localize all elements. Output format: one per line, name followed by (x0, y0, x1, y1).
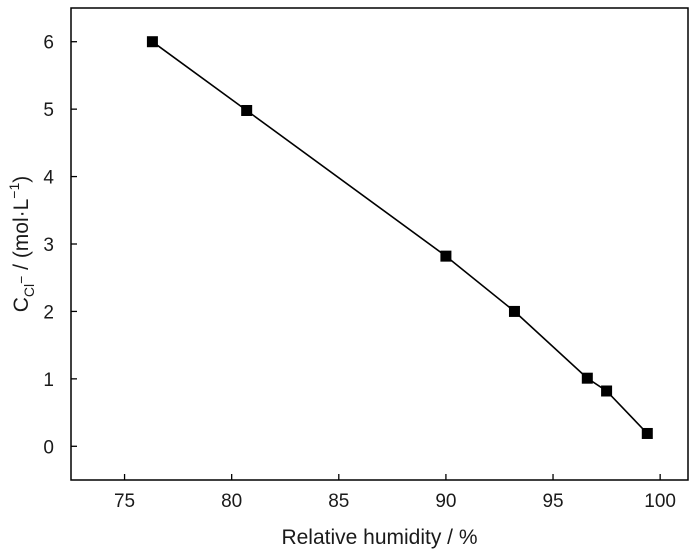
data-point (641, 427, 653, 439)
data-point (581, 372, 593, 384)
y-axis-title-sub-superscript: − (13, 276, 29, 284)
y-tick-label: 2 (43, 302, 54, 323)
x-axis-title: Relative humidity / % (281, 526, 477, 549)
y-tick-label: 0 (43, 437, 54, 458)
series-lines (151, 41, 648, 435)
y-axis: 0 1 2 3 4 5 6 (43, 33, 77, 458)
x-tick-label: 85 (328, 491, 349, 512)
data-point (508, 305, 520, 317)
x-tick-label: 95 (542, 491, 563, 512)
x-tick-label: 100 (644, 491, 676, 512)
y-tick-label: 5 (43, 100, 54, 121)
x-tick-label: 80 (221, 491, 242, 512)
series-line (151, 41, 648, 435)
x-tick-label: 75 (114, 491, 135, 512)
x-axis: 75 80 85 90 95 100 (114, 474, 676, 512)
data-point (241, 104, 253, 116)
y-axis-title-rest: / (mol·L (10, 199, 33, 276)
data-point (601, 385, 613, 397)
y-axis-title: CCl− / (mol·L−1) (6, 176, 37, 313)
series-markers (146, 36, 653, 439)
y-tick-label: 1 (43, 370, 54, 391)
y-tick-label: 6 (43, 33, 54, 54)
data-point (440, 250, 452, 262)
plot-frame (70, 7, 689, 481)
data-point (146, 36, 158, 48)
y-tick-label: 3 (43, 235, 54, 256)
y-axis-title-subscript: Cl (21, 284, 37, 297)
y-axis-title-superscript: −1 (6, 183, 22, 199)
y-axis-title-close: ) (10, 176, 33, 183)
x-tick-label: 90 (435, 491, 456, 512)
y-tick-label: 4 (43, 168, 54, 189)
y-axis-title-main: C (10, 297, 33, 312)
